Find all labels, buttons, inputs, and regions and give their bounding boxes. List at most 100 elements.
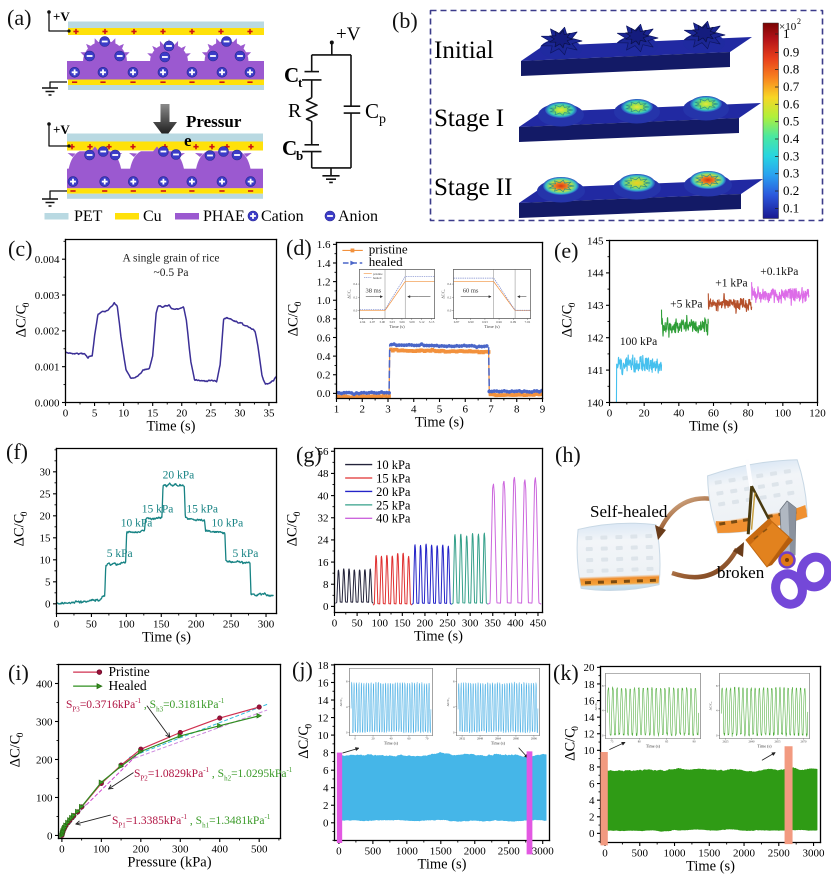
svg-text:0: 0 (354, 737, 356, 741)
svg-text:1000: 1000 (396, 846, 419, 858)
svg-text:pristine: pristine (369, 242, 408, 257)
svg-text:0: 0 (292, 511, 303, 516)
svg-text:10 kPa: 10 kPa (212, 517, 244, 529)
svg-text:ΔC/C: ΔC/C (284, 514, 300, 547)
svg-text:C: C (282, 136, 297, 160)
svg-text:16: 16 (318, 677, 330, 689)
svg-text:2000: 2000 (733, 848, 756, 860)
svg-text:12: 12 (584, 729, 595, 741)
svg-text:b: b (296, 148, 303, 163)
svg-text:p: p (379, 112, 386, 127)
svg-text:144: 144 (587, 268, 604, 280)
svg-text:25 kPa: 25 kPa (376, 498, 411, 512)
svg-text:2880: 2880 (513, 737, 520, 741)
svg-text:PET: PET (74, 208, 103, 225)
svg-text:15 kPa: 15 kPa (142, 503, 174, 515)
svg-text:18: 18 (584, 679, 596, 691)
svg-text:2.94: 2.94 (360, 320, 366, 324)
svg-text:10: 10 (118, 408, 130, 420)
svg-text:15 kPa: 15 kPa (186, 503, 218, 515)
svg-text:ΔC/C: ΔC/C (13, 305, 29, 338)
svg-text:50: 50 (86, 619, 98, 631)
svg-text:4: 4 (346, 705, 348, 709)
svg-text:3.00: 3.00 (379, 320, 385, 324)
svg-text:100: 100 (93, 844, 110, 856)
svg-text:3000: 3000 (532, 846, 555, 858)
svg-text:100: 100 (118, 619, 135, 631)
svg-text:Time (s): Time (s) (757, 744, 772, 749)
svg-text:Pristine: Pristine (108, 664, 149, 679)
svg-text:14: 14 (318, 695, 330, 707)
svg-text:2: 2 (360, 404, 366, 416)
svg-text:t: t (298, 75, 303, 90)
svg-text:10: 10 (40, 555, 52, 567)
svg-text:2.97: 2.97 (370, 320, 376, 324)
svg-text:0.0: 0.0 (353, 309, 357, 313)
svg-text:0.8: 0.8 (317, 314, 331, 326)
svg-text:broken: broken (717, 563, 765, 582)
svg-text:+1 kPa: +1 kPa (715, 278, 747, 290)
svg-text:400: 400 (36, 678, 53, 690)
svg-text:Initial: Initial (434, 37, 494, 64)
svg-text:120: 120 (809, 408, 826, 420)
svg-text:2655: 2655 (774, 740, 781, 744)
svg-text:7: 7 (488, 404, 494, 416)
svg-text:5: 5 (437, 404, 443, 416)
svg-text:0.6: 0.6 (783, 96, 800, 111)
svg-text:6.87: 6.87 (454, 320, 460, 324)
svg-text:0.0: 0.0 (447, 309, 451, 313)
svg-text:100: 100 (36, 792, 53, 804)
svg-text:ΔC/C: ΔC/C (559, 305, 575, 338)
svg-text:pristine: pristine (373, 272, 383, 276)
svg-text:6: 6 (589, 778, 595, 790)
svg-text:20: 20 (639, 408, 651, 420)
svg-text:6.93: 6.93 (482, 320, 488, 324)
svg-text:10 kPa: 10 kPa (121, 517, 153, 529)
svg-text:150: 150 (153, 619, 170, 631)
svg-text:12: 12 (318, 712, 329, 724)
svg-text:2: 2 (589, 812, 595, 824)
svg-text:6.96: 6.96 (496, 320, 502, 324)
svg-text:30: 30 (234, 408, 246, 420)
svg-text:7.02: 7.02 (525, 320, 531, 324)
svg-text:0: 0 (19, 511, 30, 516)
svg-text:0.3: 0.3 (783, 166, 799, 181)
svg-text:2: 2 (323, 800, 329, 812)
svg-text:3: 3 (385, 404, 391, 416)
svg-text:0: 0 (716, 733, 718, 737)
svg-text:0.7: 0.7 (783, 79, 800, 94)
svg-text:8: 8 (589, 762, 595, 774)
svg-text:8: 8 (323, 579, 329, 591)
svg-text:4: 4 (716, 709, 718, 713)
svg-text:20: 20 (40, 511, 52, 523)
svg-text:20: 20 (372, 737, 376, 741)
svg-text:0: 0 (323, 601, 329, 613)
svg-text:24: 24 (318, 535, 330, 547)
svg-text:Time (s): Time (s) (417, 857, 466, 873)
svg-text:60: 60 (407, 737, 411, 741)
svg-text:141: 141 (587, 365, 604, 377)
svg-text:R: R (288, 100, 302, 122)
svg-text:75: 75 (610, 740, 614, 744)
svg-text:2500: 2500 (768, 848, 791, 860)
svg-text:2896: 2896 (531, 737, 538, 741)
svg-text:4: 4 (602, 709, 604, 713)
svg-text:0.4: 0.4 (317, 351, 331, 363)
svg-text:20 kPa: 20 kPa (163, 469, 195, 481)
svg-text:0.004: 0.004 (35, 254, 60, 266)
svg-text:40: 40 (318, 490, 330, 502)
svg-text:1000: 1000 (664, 848, 687, 860)
svg-text:0: 0 (607, 408, 613, 420)
svg-text:1500: 1500 (430, 846, 453, 858)
svg-text:Time (s): Time (s) (686, 859, 735, 875)
svg-text:0.6: 0.6 (317, 332, 331, 344)
svg-text:200: 200 (133, 844, 150, 856)
svg-text:0.4: 0.4 (447, 282, 451, 286)
svg-text:8: 8 (716, 684, 718, 688)
svg-text:C: C (365, 99, 379, 123)
svg-text:8: 8 (602, 684, 604, 688)
svg-text:0: 0 (323, 818, 329, 830)
svg-text:×10: ×10 (779, 21, 797, 33)
svg-text:200: 200 (417, 618, 434, 630)
svg-text:56: 56 (318, 446, 330, 458)
